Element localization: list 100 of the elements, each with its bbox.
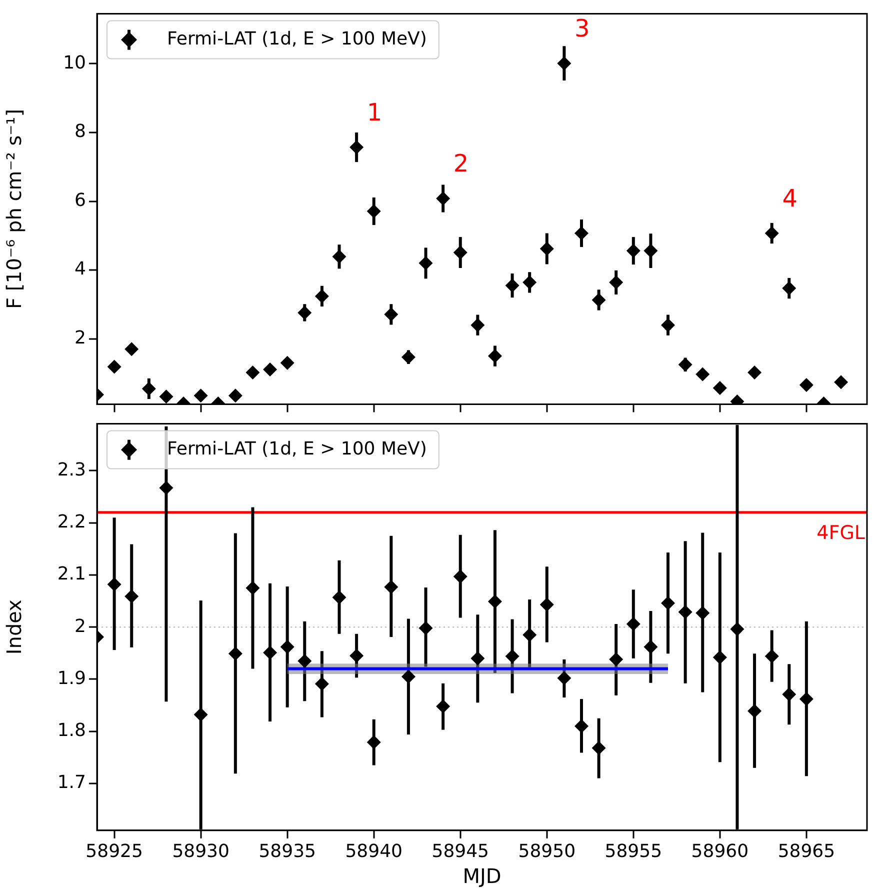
- y-tick-label: 2.2: [57, 512, 86, 533]
- y-tick-label: 6: [74, 190, 86, 211]
- point: [764, 226, 779, 240]
- x-tick-label: 58945: [432, 840, 490, 862]
- point: [609, 275, 624, 290]
- ref-line-label: 4FGL: [816, 522, 866, 544]
- y-tick-label: 2: [74, 328, 86, 349]
- point: [228, 646, 242, 661]
- y-tick-label: 2.3: [57, 459, 86, 480]
- point: [470, 651, 485, 666]
- point: [366, 735, 381, 750]
- point: [626, 616, 640, 631]
- point: [107, 360, 122, 374]
- point: [678, 358, 692, 372]
- point: [124, 342, 139, 356]
- point: [782, 687, 796, 702]
- point: [644, 640, 658, 654]
- point: [194, 708, 208, 722]
- point: [280, 356, 294, 370]
- point: [782, 281, 796, 296]
- point: [557, 56, 572, 70]
- point: [124, 589, 139, 604]
- point: [764, 649, 779, 664]
- annotation: 2: [453, 150, 469, 178]
- point: [644, 244, 658, 258]
- point: [505, 278, 520, 293]
- point: [401, 670, 416, 684]
- point: [453, 246, 468, 260]
- point: [799, 378, 814, 392]
- x-tick-label: 58935: [258, 840, 316, 862]
- point: [678, 604, 692, 619]
- point: [453, 570, 468, 584]
- point: [557, 671, 572, 686]
- point: [246, 581, 260, 596]
- point: [314, 676, 329, 691]
- y-tick-label: 1.7: [57, 772, 86, 794]
- point: [298, 654, 312, 668]
- point: [505, 649, 520, 664]
- point: [436, 192, 450, 206]
- point: [384, 307, 398, 322]
- point: [799, 692, 814, 706]
- y-tick-label: 8: [74, 121, 86, 142]
- x-tick-label: 58930: [172, 840, 230, 862]
- point: [609, 652, 624, 666]
- y-tick-label: 1.9: [57, 668, 86, 689]
- point: [626, 244, 640, 258]
- point: [280, 640, 294, 654]
- point: [384, 580, 398, 594]
- x-tick-label: 58950: [518, 840, 576, 862]
- point: [298, 306, 312, 320]
- point: [350, 140, 364, 154]
- point: [194, 388, 208, 403]
- point: [332, 250, 346, 264]
- point: [748, 704, 762, 718]
- point: [696, 367, 710, 382]
- x-tick-label: 58965: [778, 840, 836, 862]
- y-tick-label: 10: [63, 52, 86, 74]
- point: [592, 292, 606, 307]
- y-tick-label: 2.1: [57, 564, 86, 585]
- point: [748, 366, 762, 380]
- y-tick-label: 2: [74, 616, 86, 637]
- y-axis-title: F [10⁻⁶ ph cm⁻² s⁻¹]: [2, 109, 26, 309]
- x-axis-title: MJD: [462, 864, 502, 888]
- point: [159, 480, 174, 495]
- point: [228, 388, 242, 403]
- x-tick-label: 58955: [604, 840, 662, 862]
- point: [263, 362, 278, 376]
- point: [834, 375, 848, 390]
- point: [246, 366, 260, 380]
- point: [418, 621, 433, 636]
- point: [488, 349, 502, 364]
- x-tick-label: 58940: [345, 840, 402, 862]
- point: [730, 622, 744, 636]
- y-tick-label: 1.8: [57, 720, 86, 742]
- point: [661, 318, 676, 332]
- point: [350, 648, 364, 663]
- point: [661, 596, 676, 610]
- y-tick-label: 4: [74, 258, 86, 280]
- annotation: 4: [782, 184, 798, 212]
- point: [592, 741, 606, 756]
- point: [712, 381, 727, 396]
- point: [522, 275, 537, 290]
- point: [470, 318, 485, 332]
- point: [314, 289, 329, 304]
- point: [696, 606, 710, 620]
- annotation: 1: [366, 98, 382, 126]
- point: [159, 390, 174, 404]
- legend-label: Fermi-LAT (1d, E > 100 MeV): [167, 28, 427, 50]
- point: [366, 204, 381, 218]
- point: [574, 719, 588, 734]
- point: [574, 226, 588, 240]
- point: [712, 650, 727, 664]
- point: [540, 598, 554, 612]
- legend-label: Fermi-LAT (1d, E > 100 MeV): [167, 438, 427, 460]
- point: [522, 628, 537, 642]
- point: [436, 699, 450, 714]
- x-tick-label: 58925: [86, 840, 143, 862]
- y-axis-title: Index: [2, 599, 26, 655]
- point: [332, 590, 346, 604]
- point: [142, 382, 156, 396]
